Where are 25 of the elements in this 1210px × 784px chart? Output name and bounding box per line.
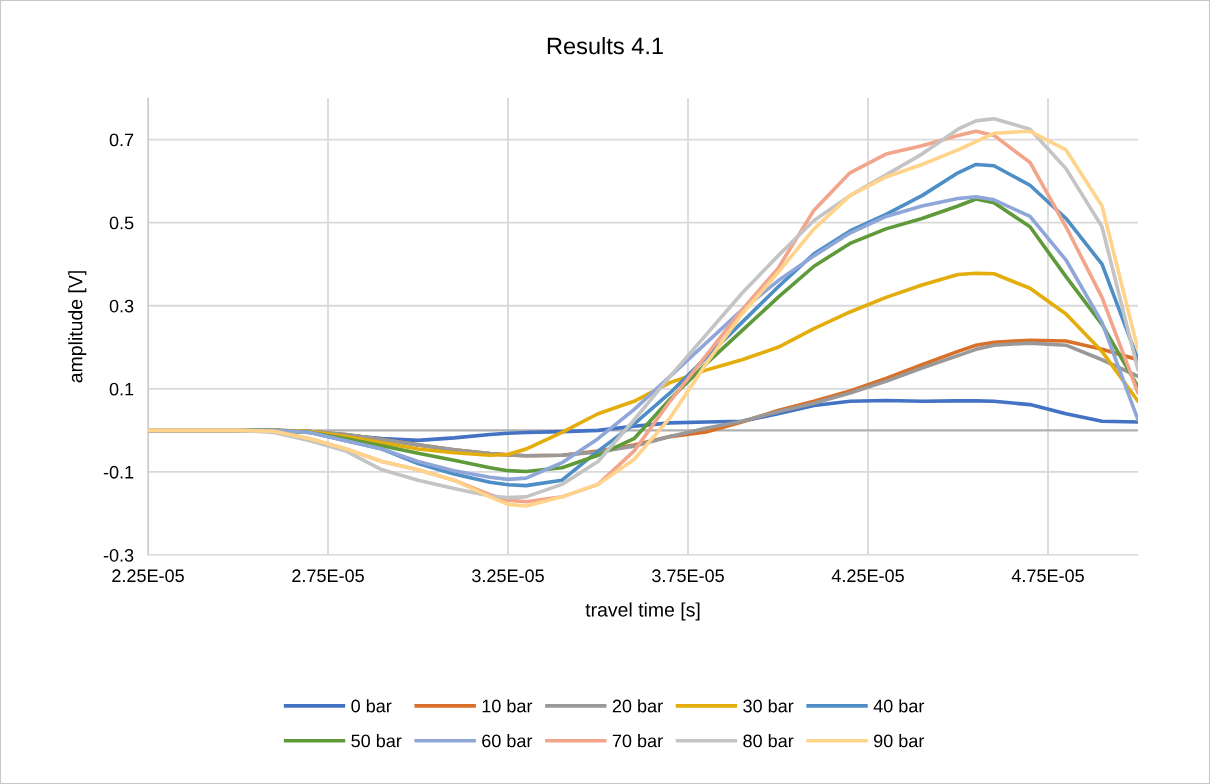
- legend-label: 60 bar: [482, 734, 533, 748]
- legend-label: 70 bar: [612, 734, 663, 748]
- legend-label: 10 bar: [482, 699, 533, 713]
- legend-label: 0 bar: [351, 699, 392, 713]
- x-tick-label: 4.25E-05: [831, 569, 904, 583]
- x-tick-label: 3.75E-05: [652, 569, 724, 583]
- legend-label: 90 bar: [874, 734, 925, 748]
- y-tick-label: -0.1: [103, 465, 134, 479]
- y-tick-label: 0.7: [109, 133, 134, 147]
- legend-label: 40 bar: [873, 699, 925, 713]
- legend-label: 80 bar: [743, 734, 794, 748]
- x-tick-label: 2.25E-05: [112, 569, 184, 583]
- y-tick-label: 0.5: [109, 216, 134, 230]
- y-tick-label: 0.3: [109, 299, 134, 313]
- x-tick-label: 2.75E-05: [292, 569, 364, 583]
- x-tick-label: 3.25E-05: [472, 569, 544, 583]
- y-axis-title: amplitude [V]: [68, 271, 87, 383]
- legend-label: 30 bar: [743, 699, 794, 713]
- chart-title: Results 4.1: [547, 37, 663, 55]
- y-tick-label: -0.3: [103, 548, 134, 562]
- y-tick-label: 0.1: [109, 382, 134, 396]
- x-axis-title: travel time [s]: [585, 602, 700, 621]
- legend-label: 20 bar: [612, 699, 663, 713]
- x-tick-label: 4.75E-05: [1011, 569, 1084, 583]
- legend-label: 50 bar: [351, 734, 402, 748]
